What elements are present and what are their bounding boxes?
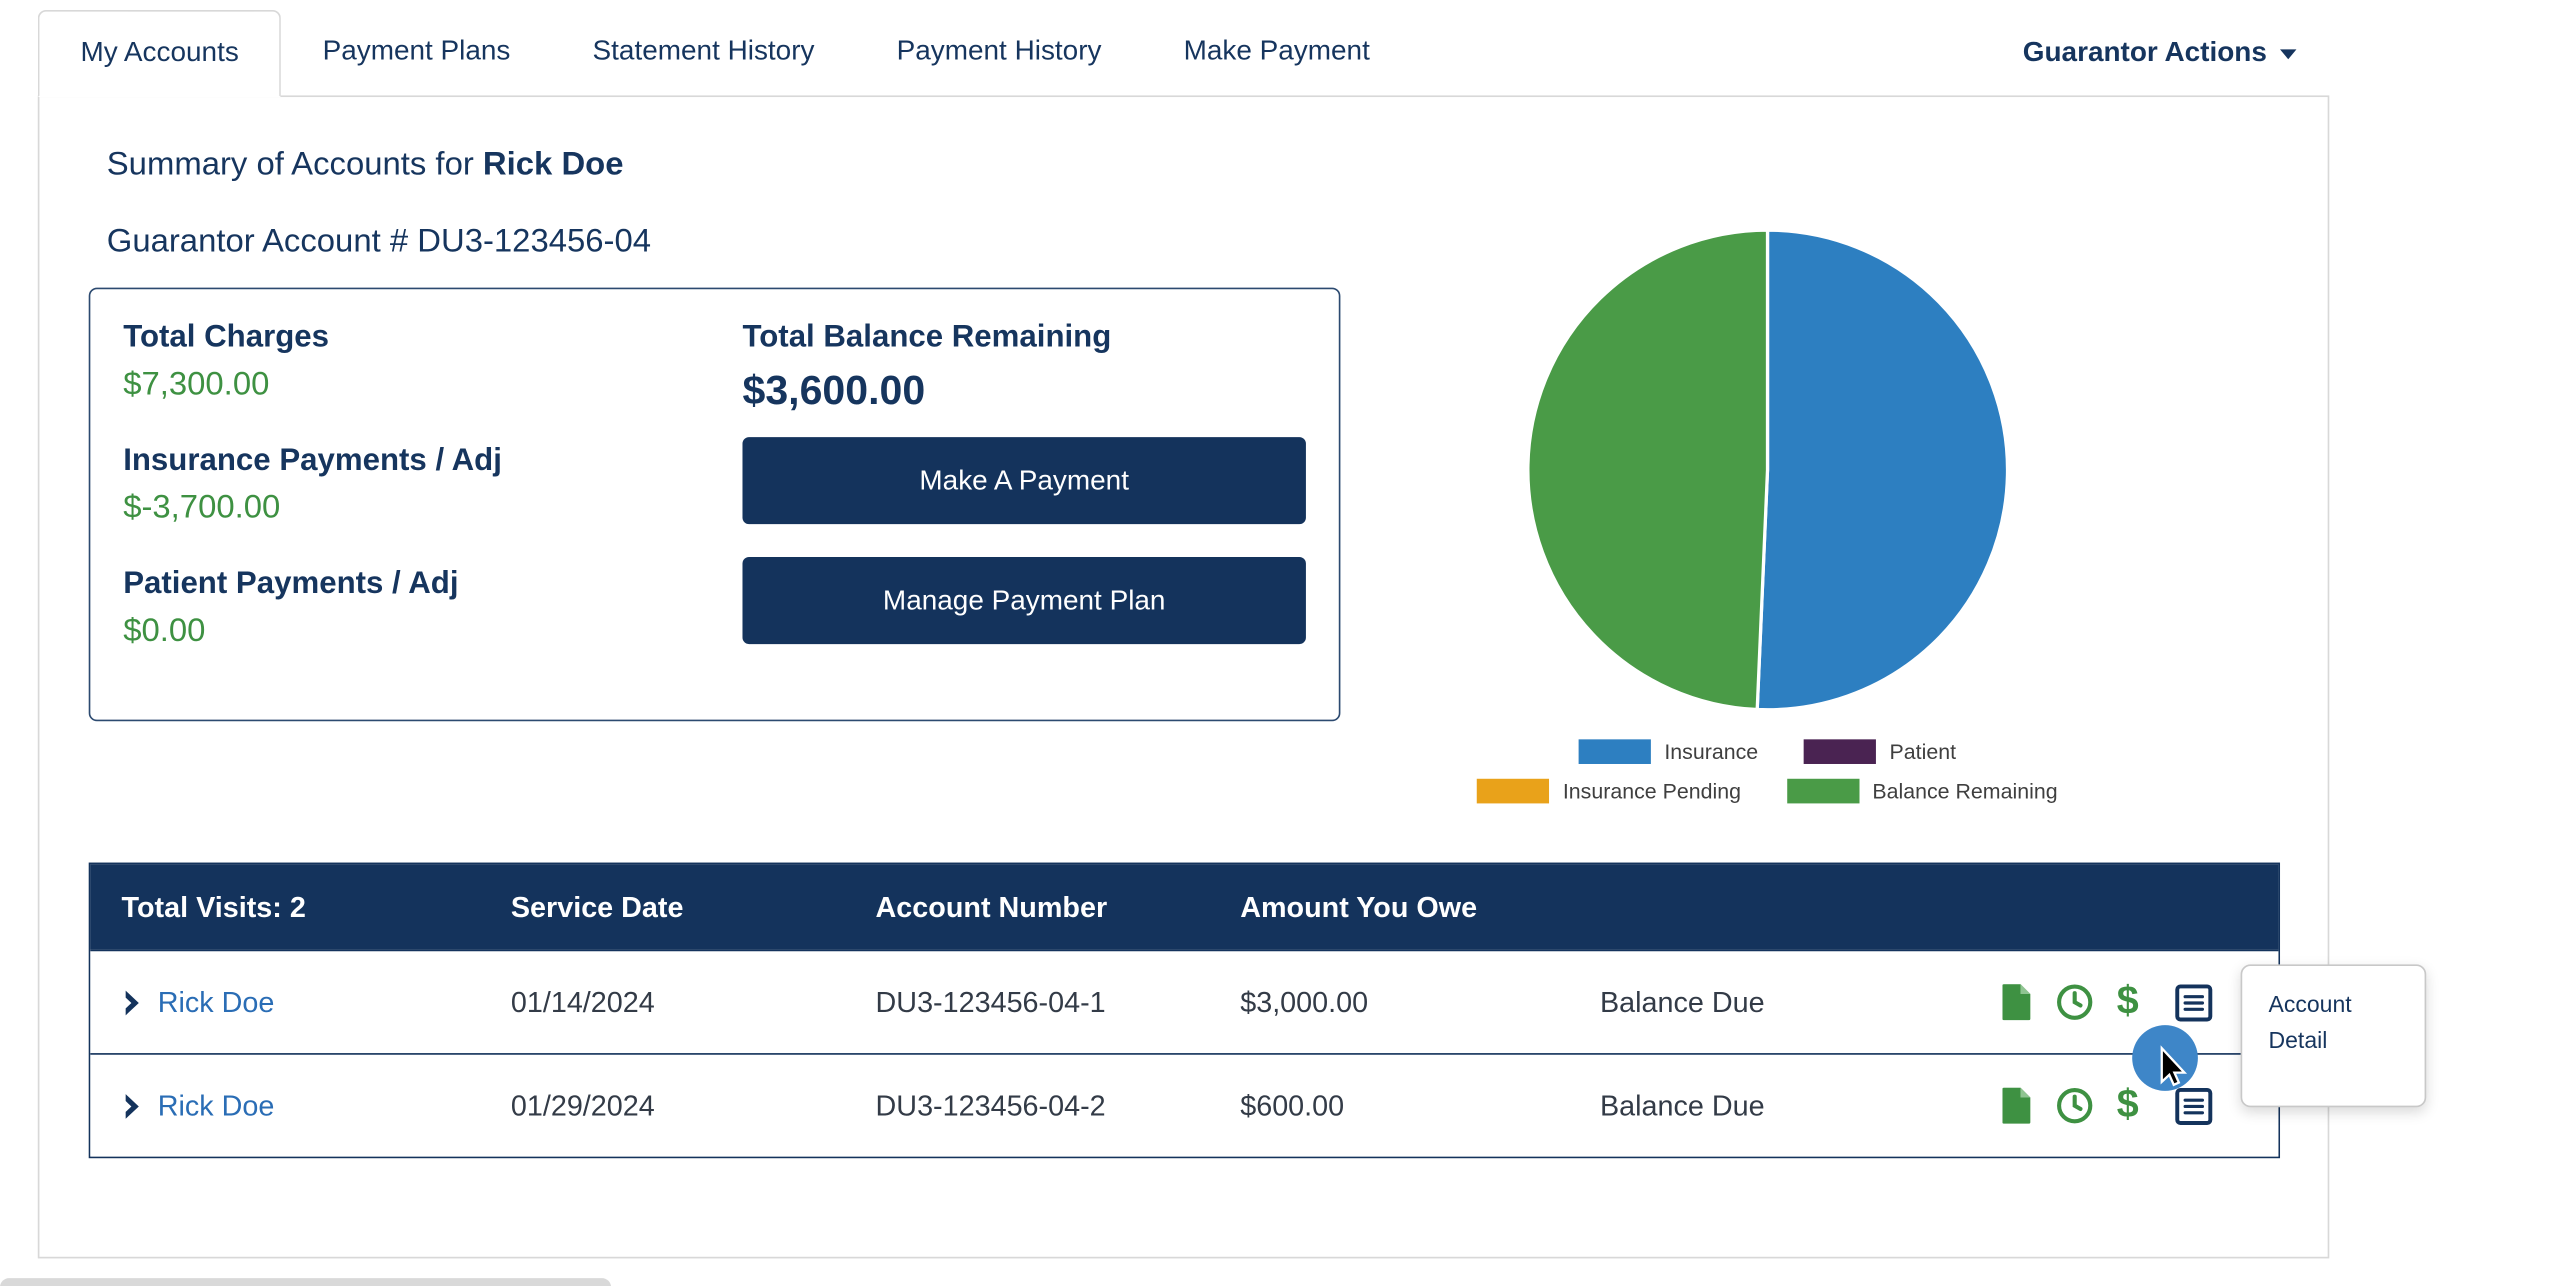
amount-cell: $3,000.00 (1240, 984, 1369, 1018)
legend-insurance-pending-label: Insurance Pending (1562, 778, 1741, 804)
balance-remaining-swatch-icon (1786, 778, 1860, 804)
col-total-visits: Total Visits: 2 (121, 889, 306, 923)
account-detail-tooltip: Account Detail (2240, 964, 2427, 1108)
legend-patient-label: Patient (1889, 739, 1957, 764)
charges-column: Total Charges $7,300.00 Insurance Paymen… (123, 317, 742, 687)
account-number-cell: DU3-123456-04-2 (875, 1088, 1106, 1122)
guarantor-actions-label: Guarantor Actions (2022, 36, 2267, 68)
patient-name-link[interactable]: Rick Doe (157, 984, 275, 1018)
chevron-right-icon[interactable] (122, 1092, 142, 1120)
balance-column: Total Balance Remaining $3,600.00 Make A… (742, 317, 1306, 687)
payment-history-clock-icon[interactable] (2056, 1088, 2092, 1124)
service-date-cell: 01/29/2024 (510, 1088, 655, 1122)
patient-name-link[interactable]: Rick Doe (157, 1088, 275, 1122)
legend-insurance: Insurance (1578, 739, 1759, 764)
summary-prefix-text: Summary of Accounts for (106, 146, 483, 183)
insurance-swatch-icon (1578, 739, 1652, 764)
legend-row-1: Insurance Patient (1556, 739, 1979, 764)
account-summary-panel: Total Charges $7,300.00 Insurance Paymen… (88, 287, 1341, 722)
legend-insurance-label: Insurance (1664, 739, 1759, 764)
summary-section: Total Charges $7,300.00 Insurance Paymen… (88, 228, 2328, 804)
tab-bar: My Accounts Payment Plans Statement Hist… (37, 10, 2330, 98)
table-row: Rick Doe 01/29/2024 DU3-123456-04-2 $600… (90, 1053, 2279, 1157)
balance-pie-chart: Insurance Patient Insurance (1406, 228, 2129, 804)
patient-payments-value: $0.00 (123, 612, 206, 649)
row-actions: $ (1942, 982, 2279, 1021)
guarantor-actions-dropdown[interactable]: Guarantor Actions (2023, 10, 2330, 95)
statement-icon[interactable] (2001, 1087, 2032, 1124)
total-balance-value: $3,600.00 (742, 368, 926, 415)
legend-row-2: Insurance Pending Balance Remaining (1454, 778, 2080, 804)
tab-payment-history[interactable]: Payment History (896, 34, 1102, 66)
payment-history-clock-icon[interactable] (2056, 984, 2092, 1020)
manage-payment-plan-button[interactable]: Manage Payment Plan (742, 557, 1306, 645)
my-accounts-panel: Summary of Accounts for Rick Doe Guarant… (37, 95, 2427, 1259)
legend-balance-remaining: Balance Remaining (1786, 778, 2058, 804)
total-charges-value: $7,300.00 (123, 366, 270, 403)
tab-my-accounts[interactable]: My Accounts (37, 10, 282, 98)
patient-name-cell: Rick Doe (90, 985, 479, 1019)
status-cell: Balance Due (1599, 984, 1765, 1018)
page-title: Summary of Accounts for Rick Doe (107, 146, 2328, 184)
status-cell: Balance Due (1599, 1088, 1765, 1122)
account-detail-icon[interactable] (2175, 1087, 2213, 1125)
patient-name-text: Rick Doe (482, 146, 624, 183)
statement-icon[interactable] (2001, 984, 2032, 1021)
guarantor-account-number: Guarantor Account # DU3-123456-04 (106, 223, 652, 260)
insurance-payments-label: Insurance Payments / Adj (123, 443, 502, 479)
caret-down-icon (2280, 49, 2297, 60)
total-charges-label: Total Charges (123, 320, 329, 355)
service-date-cell: 01/14/2024 (510, 984, 655, 1018)
insurance-pending-swatch-icon (1477, 778, 1550, 804)
accounts-table: Total Visits: 2 Service Date Account Num… (88, 862, 2281, 1159)
tab-statement-history[interactable]: Statement History (592, 34, 815, 66)
account-detail-icon[interactable] (2175, 983, 2213, 1021)
chevron-right-icon[interactable] (122, 988, 142, 1016)
mouse-cursor-icon (2152, 1043, 2191, 1097)
account-number-cell: DU3-123456-04-1 (875, 984, 1106, 1018)
make-payment-dollar-icon[interactable]: $ (2116, 979, 2139, 1024)
col-amount-you-owe: Amount You Owe (1240, 889, 1478, 923)
tab-make-payment[interactable]: Make Payment (1183, 34, 1370, 66)
pie-legend: Insurance Patient Insurance (1454, 739, 2080, 804)
insurance-payments-value: $-3,700.00 (123, 489, 281, 526)
make-payment-dollar-icon[interactable]: $ (2116, 1082, 2139, 1128)
legend-balance-remaining-label: Balance Remaining (1872, 778, 2058, 804)
tab-payment-plans[interactable]: Payment Plans (322, 34, 511, 66)
amount-cell: $600.00 (1240, 1088, 1345, 1122)
col-service-date: Service Date (510, 889, 684, 923)
row-actions: $ (1942, 1082, 2279, 1128)
col-account-number: Account Number (875, 889, 1108, 923)
make-a-payment-button[interactable]: Make A Payment (742, 437, 1306, 525)
table-header: Total Visits: 2 Service Date Account Num… (90, 864, 2279, 950)
legend-patient: Patient (1804, 739, 1956, 764)
patient-payments-label: Patient Payments / Adj (123, 566, 459, 602)
legend-insurance-pending: Insurance Pending (1477, 778, 1741, 804)
patient-swatch-icon (1804, 739, 1877, 764)
horizontal-scrollbar-thumb[interactable] (0, 1278, 612, 1286)
pie-chart-svg (1526, 228, 2010, 712)
table-row: Rick Doe 01/14/2024 DU3-123456-04-1 $3,0… (90, 949, 2279, 1054)
total-balance-label: Total Balance Remaining (742, 320, 1112, 355)
patient-name-cell: Rick Doe (90, 1088, 479, 1122)
